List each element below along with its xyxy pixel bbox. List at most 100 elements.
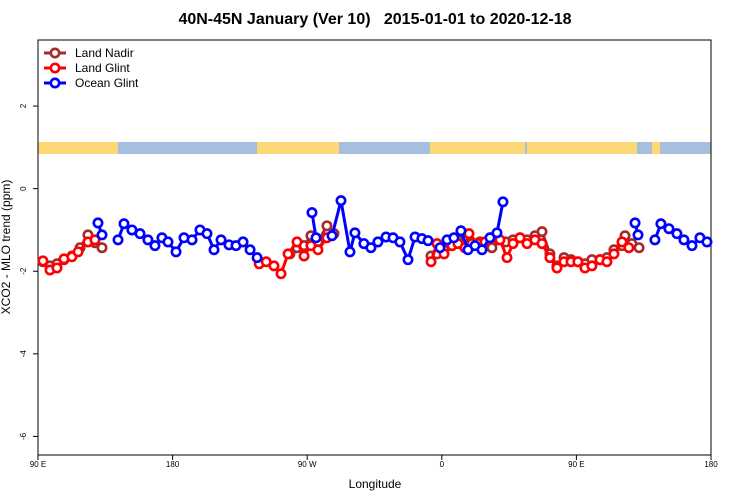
data-point xyxy=(282,248,294,260)
land-ocean-band xyxy=(38,142,711,154)
data-point xyxy=(251,252,263,264)
plot: 90 E 180 90 W 0 90 E 180 2 0 -2 -4 -6 Land NadirLan… xyxy=(19,46,718,469)
data-point xyxy=(96,242,108,254)
x-tick-label: 90 E xyxy=(568,460,584,469)
data-point xyxy=(312,244,324,256)
chart-title: 40N-45N January (Ver 10) 2015-01-01 to 2… xyxy=(178,11,571,28)
x-tick-label: 90 W xyxy=(298,460,317,469)
y-tick-label: 0 xyxy=(19,186,28,191)
data-point xyxy=(633,242,645,254)
x-tick-label: 180 xyxy=(166,460,180,469)
data-point xyxy=(96,229,108,241)
data-point xyxy=(89,234,101,246)
data-point xyxy=(422,235,434,247)
data-point xyxy=(536,238,548,250)
land-band xyxy=(257,142,339,154)
data-point xyxy=(237,236,249,248)
data-point xyxy=(186,234,198,246)
land-band xyxy=(527,142,637,154)
data-point xyxy=(335,195,347,207)
y-tick-label: -2 xyxy=(19,267,28,275)
data-point xyxy=(514,232,526,244)
data-point xyxy=(365,242,377,254)
data-point xyxy=(201,228,213,240)
x-tick-label: 180 xyxy=(704,460,718,469)
data-point xyxy=(448,232,460,244)
data-point xyxy=(118,218,130,230)
data-point xyxy=(170,246,182,258)
data-point xyxy=(655,218,667,230)
data-point xyxy=(601,256,613,268)
data-point xyxy=(372,236,384,248)
data-point xyxy=(629,217,641,229)
data-point xyxy=(298,250,310,262)
data-point xyxy=(671,228,683,240)
data-point xyxy=(394,236,406,248)
data-point xyxy=(551,262,563,274)
data-point xyxy=(310,232,322,244)
data-point xyxy=(497,196,509,208)
data-point xyxy=(291,236,303,248)
legend-marker xyxy=(49,47,61,59)
legend-marker xyxy=(49,62,61,74)
data-point xyxy=(134,228,146,240)
data-point xyxy=(208,244,220,256)
legend-label: Ocean Glint xyxy=(75,76,139,90)
data-point xyxy=(491,227,503,239)
data-point xyxy=(112,234,124,246)
data-point xyxy=(507,238,519,250)
y-tick-label: -6 xyxy=(19,432,28,440)
land-band xyxy=(430,142,525,154)
data-point xyxy=(275,268,287,280)
data-point xyxy=(37,255,49,267)
data-point xyxy=(344,246,356,258)
x-axis-label: Longitude xyxy=(349,477,402,491)
data-point xyxy=(678,234,690,246)
legend-label: Land Nadir xyxy=(75,46,134,60)
data-point xyxy=(162,236,174,248)
y-tick-label: 2 xyxy=(19,103,28,108)
data-point xyxy=(425,256,437,268)
data-point xyxy=(608,248,620,260)
data-point xyxy=(536,226,548,238)
data-point xyxy=(455,225,467,237)
data-point xyxy=(649,234,661,246)
data-point xyxy=(72,246,84,258)
data-point xyxy=(686,240,698,252)
plot-frame xyxy=(37,39,712,456)
x-tick-label: 0 xyxy=(440,460,445,469)
data-point xyxy=(572,256,584,268)
data-point xyxy=(632,229,644,241)
data-point xyxy=(306,207,318,219)
data-point xyxy=(149,240,161,252)
data-point xyxy=(663,223,675,235)
data-point xyxy=(326,230,338,242)
legend-marker xyxy=(49,77,61,89)
data-point xyxy=(402,254,414,266)
data-point xyxy=(476,244,488,256)
data-point xyxy=(623,242,635,254)
data-point xyxy=(484,232,496,244)
legend-label: Land Glint xyxy=(75,61,130,75)
data-point xyxy=(321,220,333,232)
land-band xyxy=(652,142,660,154)
data-point xyxy=(544,252,556,264)
data-point xyxy=(616,236,628,248)
data-point xyxy=(268,260,280,272)
data-point xyxy=(92,217,104,229)
data-point xyxy=(586,260,598,272)
x-tick-label: 90 E xyxy=(30,460,46,469)
data-point xyxy=(142,234,154,246)
data-point xyxy=(215,234,227,246)
y-tick-label: -4 xyxy=(19,350,28,358)
data-point xyxy=(486,242,498,254)
data-point xyxy=(501,252,513,264)
data-point xyxy=(434,242,446,254)
data-point xyxy=(349,227,361,239)
data-point xyxy=(51,262,63,274)
land-band xyxy=(38,142,118,154)
data-point xyxy=(701,236,713,248)
data-point xyxy=(244,244,256,256)
